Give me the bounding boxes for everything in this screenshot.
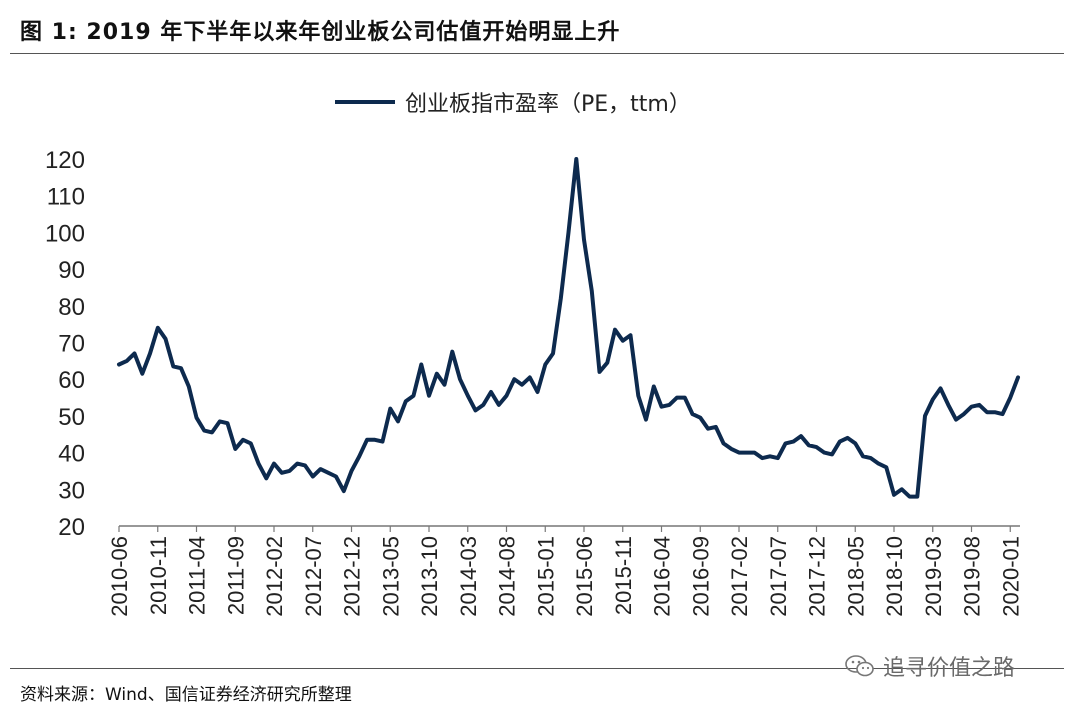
- x-tick-label: 2018-10: [882, 536, 907, 617]
- y-tick-label: 80: [58, 294, 85, 321]
- series-line-pe: [117, 157, 1020, 499]
- x-tick-label: 2011-04: [185, 536, 210, 615]
- y-tick-label: 90: [58, 257, 85, 284]
- source-note: 资料来源：Wind、国信证券经济研究所整理: [20, 685, 352, 705]
- x-tick-label: 2018-05: [843, 536, 868, 617]
- x-tick-label: 2013-10: [417, 536, 442, 617]
- x-tick-label: 2015-11: [611, 536, 636, 615]
- x-tick-label: 2019-03: [921, 536, 946, 617]
- y-tick-label: 40: [58, 441, 85, 468]
- x-tick-label: 2015-06: [572, 536, 597, 617]
- y-axis-ticks: 20 30 40 50 60 70 80 90 100 110 120: [45, 147, 85, 541]
- x-tick-label: 2012-02: [262, 536, 287, 617]
- y-tick-label: 120: [45, 147, 85, 174]
- x-axis-ticks: 2010-06 2010-11 2011-04 2011-09 2012-02 2012-…: [107, 526, 1023, 617]
- x-tick-label: 2017-02: [727, 536, 752, 617]
- y-tick-label: 60: [58, 367, 85, 394]
- x-tick-label: 2015-01: [533, 536, 558, 617]
- chart-legend: 创业板指市盈率（PE，ttm）: [335, 86, 691, 118]
- x-tick-label: 2014-03: [456, 536, 481, 617]
- x-tick-label: 2010-11: [146, 536, 171, 615]
- x-tick-label: 2017-12: [805, 536, 830, 617]
- figure-title: 图 1: 2019 年下半年以来年创业板公司估值开始明显上升: [20, 20, 621, 45]
- y-tick-label: 100: [45, 220, 85, 247]
- x-tick-label: 2016-04: [650, 536, 675, 617]
- title-divider: [10, 53, 1064, 54]
- wechat-icon: [845, 655, 874, 677]
- x-tick-label: 2020-01: [998, 536, 1023, 617]
- x-tick-label: 2019-08: [960, 536, 985, 617]
- x-tick-label: 2010-06: [107, 536, 132, 617]
- y-tick-label: 110: [47, 184, 85, 211]
- watermark-text: 追寻价值之路: [883, 656, 1016, 681]
- legend-line-swatch: [335, 100, 395, 104]
- x-tick-label: 2011-09: [223, 536, 248, 615]
- x-tick-label: 2012-07: [301, 536, 326, 617]
- x-tick-label: 2017-07: [766, 536, 791, 617]
- y-tick-label: 70: [58, 331, 85, 358]
- x-tick-label: 2013-05: [378, 536, 403, 617]
- legend-label: 创业板指市盈率（PE，ttm）: [405, 92, 691, 117]
- watermark: 追寻价值之路: [845, 650, 1015, 682]
- x-tick-label: 2012-12: [340, 536, 365, 617]
- y-tick-label: 50: [58, 404, 85, 431]
- x-tick-label: 2016-09: [688, 536, 713, 617]
- y-tick-label: 30: [58, 477, 85, 504]
- footer-divider: [10, 668, 1064, 669]
- x-tick-label: 2014-08: [495, 536, 520, 617]
- y-tick-label: 20: [58, 514, 85, 541]
